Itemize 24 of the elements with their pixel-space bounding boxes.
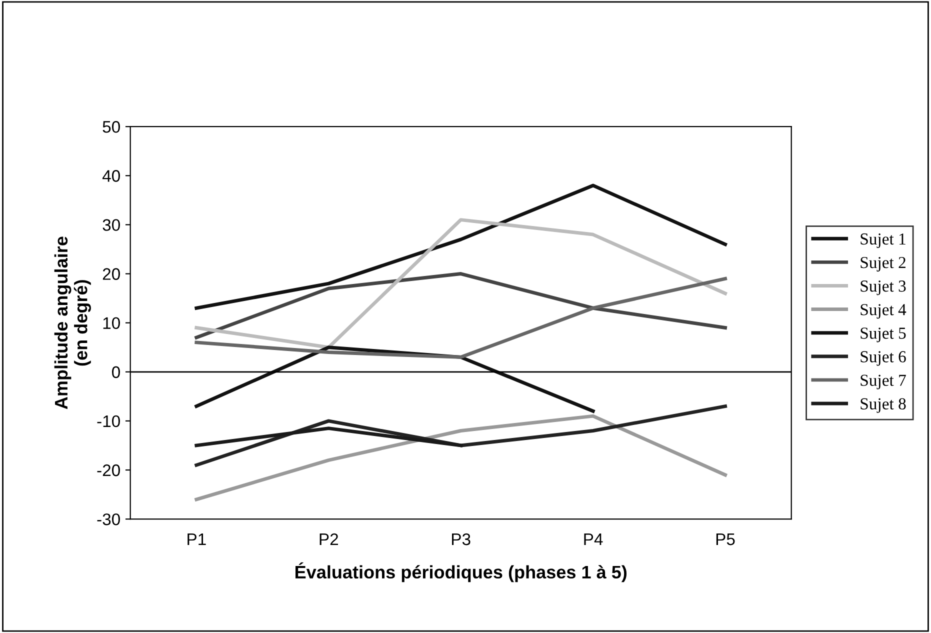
legend-label: Sujet 3 (860, 280, 906, 296)
x-tick-label: P4 (584, 534, 603, 546)
y-tick-label: -10 (97, 415, 120, 428)
y-tick-label: 10 (103, 317, 120, 330)
legend-label: Sujet 2 (860, 256, 906, 272)
y-tick-label: 0 (112, 366, 120, 378)
legend-label: Sujet 5 (860, 328, 906, 342)
x-tick-label: P5 (716, 534, 735, 546)
legend-label: Sujet 1 (860, 233, 906, 248)
legend-label: Sujet 8 (860, 398, 906, 413)
legend-label: Sujet 6 (860, 351, 906, 366)
y-tick-label: -20 (97, 464, 120, 476)
y-tick-label: 50 (102, 121, 120, 133)
legend-label: Sujet 4 (860, 304, 906, 319)
y-axis-title: Amplitude angulaire (en degré) (54, 236, 91, 410)
x-tick-label: P3 (452, 533, 470, 546)
x-tick-label: P1 (188, 534, 206, 546)
legend-label: Sujet 7 (860, 374, 906, 390)
y-tick-label: -30 (97, 513, 120, 526)
x-tick-label: P2 (320, 533, 338, 546)
x-axis-title: Évaluations périodiques (phases 1 à 5) (296, 562, 627, 582)
y-tick-label: 20 (102, 268, 120, 280)
y-tick-label: 40 (102, 170, 120, 182)
y-tick-label: 30 (102, 219, 120, 231)
